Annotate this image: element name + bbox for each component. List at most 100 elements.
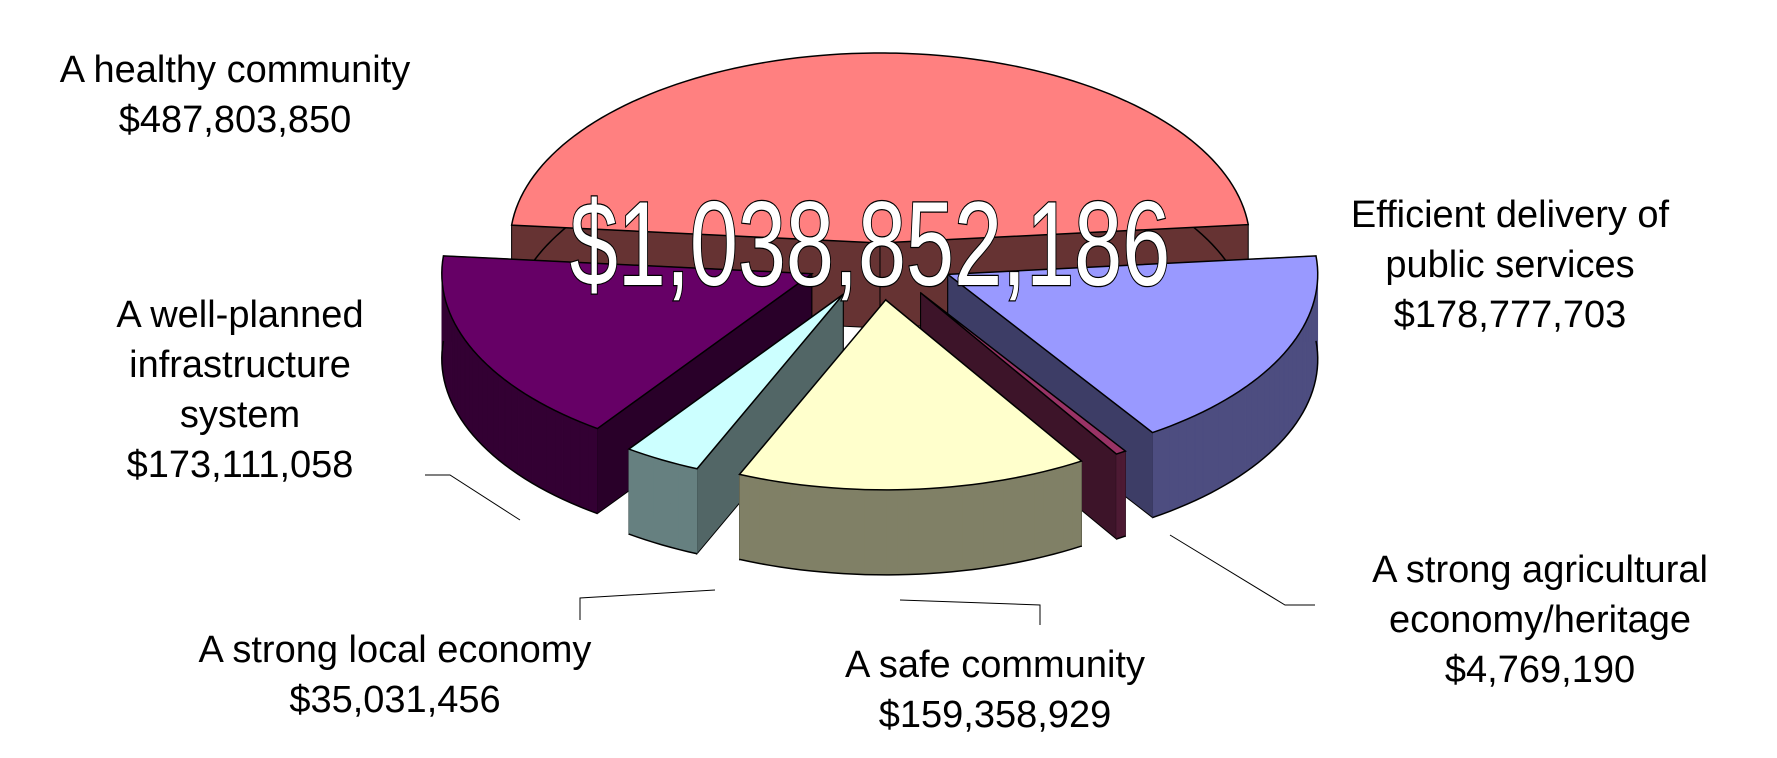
leader-line bbox=[425, 474, 521, 521]
slice-side bbox=[1296, 331, 1301, 424]
slice-side bbox=[1161, 425, 1171, 515]
slice-side bbox=[1043, 468, 1054, 558]
category-label: A healthy community bbox=[59, 49, 411, 91]
slice-side bbox=[472, 349, 479, 442]
slice-side bbox=[636, 451, 646, 541]
slice-side bbox=[854, 488, 866, 575]
slice bbox=[945, 255, 1319, 434]
slice-side bbox=[1225, 395, 1233, 486]
value-label: $178,777,703 bbox=[1393, 294, 1627, 336]
slice-side bbox=[929, 487, 941, 574]
slice-side bbox=[832, 487, 844, 574]
slice-side bbox=[1299, 326, 1304, 419]
slice-side bbox=[1263, 367, 1270, 459]
leader-lines bbox=[425, 474, 1315, 625]
slice-side bbox=[821, 486, 834, 574]
slice-side bbox=[1052, 466, 1064, 555]
value-label: $487,803,850 bbox=[118, 99, 352, 141]
value-label: $35,031,456 bbox=[289, 679, 501, 721]
slice-side bbox=[790, 483, 802, 571]
slice-side bbox=[457, 327, 462, 421]
slice-side bbox=[886, 489, 898, 576]
slice-side bbox=[843, 488, 855, 575]
slice-side bbox=[1239, 386, 1247, 477]
slice-side bbox=[800, 484, 812, 572]
category-label: A strong local economy bbox=[198, 629, 592, 671]
slice-side bbox=[811, 485, 823, 573]
slice-side bbox=[918, 488, 931, 575]
slice-side bbox=[504, 379, 512, 471]
slice-side bbox=[579, 421, 589, 511]
slice-side bbox=[1288, 342, 1293, 435]
slice-side bbox=[779, 481, 791, 569]
slice-side bbox=[628, 448, 638, 538]
slice-side bbox=[570, 417, 581, 508]
slice-side bbox=[759, 478, 771, 566]
slice-side bbox=[454, 322, 459, 416]
slice-side bbox=[511, 384, 519, 475]
slice-side bbox=[493, 369, 500, 461]
slice-side bbox=[1283, 347, 1289, 440]
slice-side bbox=[982, 481, 994, 569]
slice-side bbox=[1071, 460, 1082, 550]
category-label: A safe community bbox=[845, 644, 1145, 686]
slice-side bbox=[1120, 450, 1126, 538]
slice-label: A well-planned infrastructure system $173… bbox=[80, 290, 400, 490]
slice-side bbox=[531, 397, 540, 488]
pie bbox=[441, 52, 1319, 576]
slice-side bbox=[562, 413, 572, 504]
category-label: A strong agricultural economy/heritage bbox=[1372, 549, 1708, 641]
slice-side bbox=[1013, 475, 1025, 564]
slice-side bbox=[940, 486, 952, 574]
slice-side bbox=[451, 317, 455, 409]
slice-side bbox=[864, 489, 877, 576]
slice-side bbox=[670, 461, 680, 550]
value-label: $173,111,058 bbox=[126, 444, 354, 486]
slice-side bbox=[972, 482, 984, 570]
slice bbox=[510, 52, 1250, 244]
category-label: A well-planned infrastructure system bbox=[116, 294, 364, 436]
slice-side bbox=[1232, 390, 1240, 482]
slice-side bbox=[588, 424, 598, 515]
slice-side bbox=[1202, 407, 1212, 498]
slice-side bbox=[678, 464, 689, 553]
slice-label: A healthy community $487,803,850 bbox=[0, 45, 470, 145]
slice-side bbox=[1062, 463, 1073, 553]
slice bbox=[441, 255, 814, 430]
slice-edge bbox=[739, 545, 1082, 576]
slice-side bbox=[1269, 362, 1275, 454]
slice-side bbox=[1274, 357, 1280, 450]
slice-side bbox=[1186, 415, 1196, 505]
slice-side bbox=[1003, 477, 1014, 566]
slice-side bbox=[1033, 471, 1044, 560]
slice-side bbox=[1251, 377, 1259, 468]
slice-side bbox=[449, 312, 453, 404]
slice-side bbox=[477, 354, 483, 447]
slice-side bbox=[464, 338, 470, 431]
slice-side bbox=[1178, 418, 1188, 509]
total-annotation: $1,038,852,186 bbox=[570, 177, 1171, 311]
slice-side bbox=[950, 485, 963, 573]
slice-side bbox=[769, 479, 781, 568]
leader-line bbox=[1169, 534, 1315, 606]
value-label: $4,769,190 bbox=[1444, 649, 1636, 691]
slice-side bbox=[661, 459, 671, 548]
slice-label: A strong agricultural economy/heritage $4… bbox=[1320, 545, 1760, 695]
slice-label: A safe community $159,358,929 bbox=[770, 640, 1220, 740]
slice-side bbox=[1169, 422, 1180, 512]
slice-side bbox=[539, 401, 548, 492]
slice-edge bbox=[1116, 535, 1126, 540]
slice-side bbox=[546, 405, 556, 496]
slice-side bbox=[1292, 336, 1297, 430]
slice-side bbox=[1245, 381, 1253, 473]
slice-side bbox=[460, 333, 466, 426]
slice-label: Efficient delivery of public services $17… bbox=[1300, 190, 1720, 340]
slice-side bbox=[875, 489, 887, 576]
category-label: Efficient delivery of public services bbox=[1350, 194, 1670, 286]
slice-side bbox=[644, 454, 654, 543]
slice-side bbox=[482, 359, 489, 452]
slice-side bbox=[1257, 372, 1265, 464]
slice-side bbox=[687, 466, 698, 555]
